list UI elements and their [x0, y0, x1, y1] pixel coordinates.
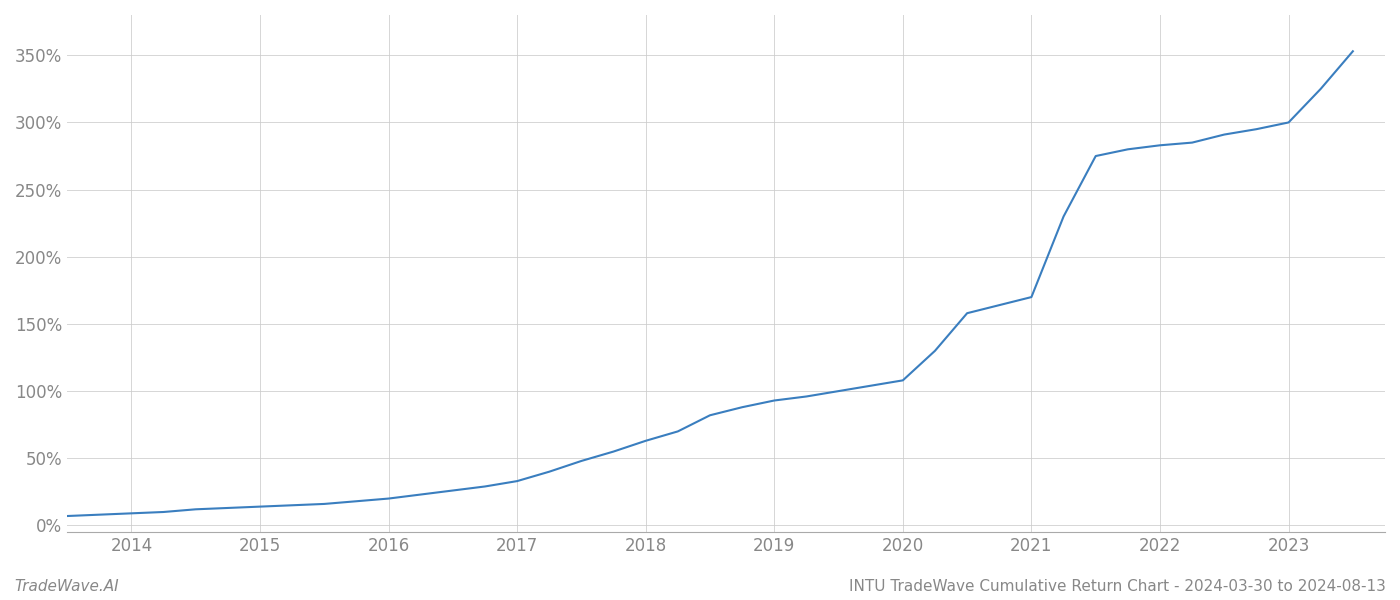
- Text: INTU TradeWave Cumulative Return Chart - 2024-03-30 to 2024-08-13: INTU TradeWave Cumulative Return Chart -…: [850, 579, 1386, 594]
- Text: TradeWave.AI: TradeWave.AI: [14, 579, 119, 594]
